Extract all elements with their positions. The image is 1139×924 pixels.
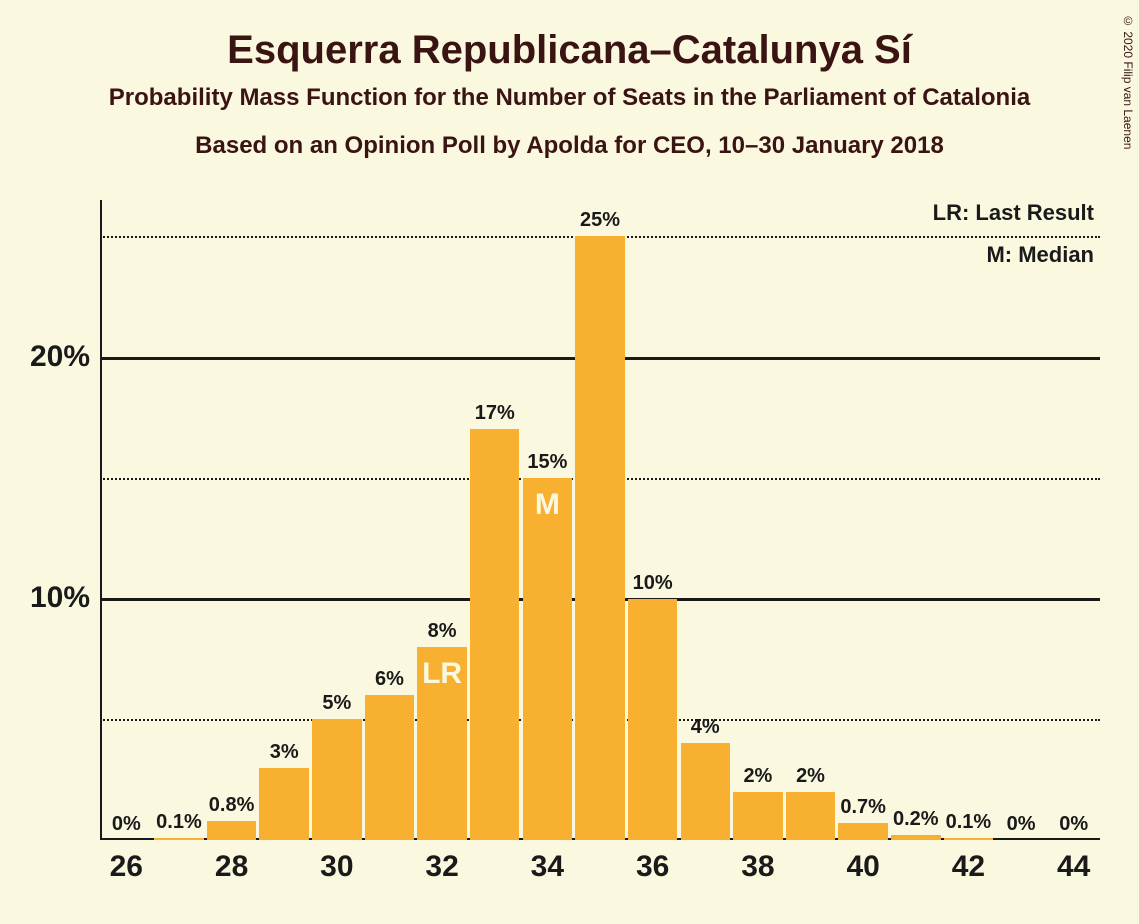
bar-value-label: 0% xyxy=(1007,813,1036,840)
bar: 0.1% xyxy=(944,838,993,840)
bar-value-label: 0.7% xyxy=(840,796,886,823)
bar: 25% xyxy=(575,236,624,840)
bar-value-label: 15% xyxy=(527,451,567,478)
bar-value-label: 0% xyxy=(112,813,141,840)
bar-value-label: 4% xyxy=(691,716,720,743)
bar: 15%M xyxy=(523,478,572,840)
bar-value-label: 0.1% xyxy=(156,811,202,838)
bar: 10% xyxy=(628,599,677,841)
copyright-text: © 2020 Filip van Laenen xyxy=(1121,14,1135,149)
y-axis-label: 20% xyxy=(30,340,100,374)
x-axis-label: 40 xyxy=(846,840,879,884)
chart-subtitle-1: Probability Mass Function for the Number… xyxy=(0,84,1139,112)
y-axis-line xyxy=(100,200,102,840)
bar: 2% xyxy=(786,792,835,840)
bar-marker: M xyxy=(535,488,560,522)
bar-value-label: 3% xyxy=(270,741,299,768)
bar-value-label: 25% xyxy=(580,209,620,236)
bar: 17% xyxy=(470,429,519,840)
bar: 0.2% xyxy=(891,835,940,840)
bar-marker: LR xyxy=(422,657,462,691)
bar: 4% xyxy=(681,743,730,840)
bar: 6% xyxy=(365,695,414,840)
chart-subtitle-2: Based on an Opinion Poll by Apolda for C… xyxy=(0,132,1139,160)
x-axis-label: 44 xyxy=(1057,840,1090,884)
bar-value-label: 0.2% xyxy=(893,808,939,835)
chart-title: Esquerra Republicana–Catalunya Sí xyxy=(0,28,1139,73)
bar: 0.7% xyxy=(838,823,887,840)
bar-value-label: 0% xyxy=(1059,813,1088,840)
x-axis-label: 38 xyxy=(741,840,774,884)
bar-value-label: 17% xyxy=(475,402,515,429)
chart-plot-area: 10%20%262830323436384042440%0.1%0.8%3%5%… xyxy=(100,200,1100,840)
bar: 0.1% xyxy=(154,838,203,840)
bar-value-label: 8% xyxy=(428,620,457,647)
x-axis-label: 30 xyxy=(320,840,353,884)
bar-value-label: 5% xyxy=(322,692,351,719)
bar-value-label: 0.1% xyxy=(946,811,992,838)
x-axis-label: 28 xyxy=(215,840,248,884)
y-axis-label: 10% xyxy=(30,581,100,615)
bar-value-label: 0.8% xyxy=(209,794,255,821)
bar: 8%LR xyxy=(417,647,466,840)
x-axis-label: 36 xyxy=(636,840,669,884)
legend-item: M: Median xyxy=(986,242,1094,268)
bar-value-label: 10% xyxy=(633,572,673,599)
x-axis-label: 34 xyxy=(531,840,564,884)
bar: 5% xyxy=(312,719,361,840)
bar-value-label: 2% xyxy=(796,765,825,792)
bar-value-label: 2% xyxy=(743,765,772,792)
bar: 3% xyxy=(259,768,308,840)
x-axis-label: 32 xyxy=(425,840,458,884)
x-axis-label: 42 xyxy=(952,840,985,884)
bar: 0.8% xyxy=(207,821,256,840)
bar-value-label: 6% xyxy=(375,668,404,695)
x-axis-label: 26 xyxy=(110,840,143,884)
legend-item: LR: Last Result xyxy=(933,200,1094,226)
bar: 2% xyxy=(733,792,782,840)
